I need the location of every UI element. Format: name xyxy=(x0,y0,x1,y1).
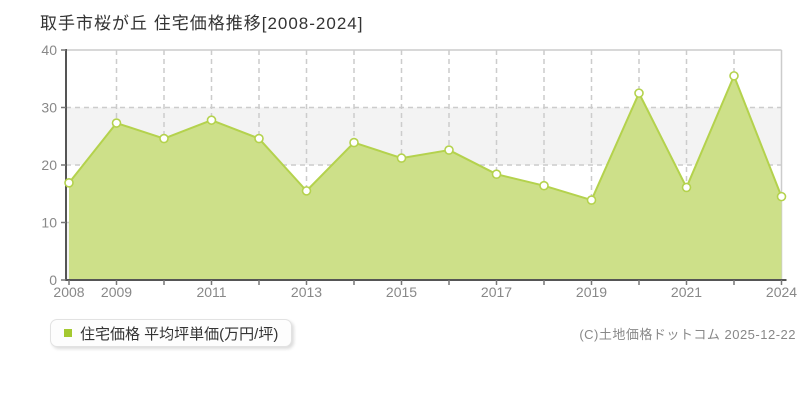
data-point-2017 xyxy=(491,169,502,179)
x-axis-label-2008: 2008 xyxy=(53,284,84,300)
y-axis-label-0: 0 xyxy=(49,272,57,288)
data-point-2020 xyxy=(634,88,644,98)
x-axis-label-2017: 2017 xyxy=(481,284,512,300)
y-axis-label-30: 30 xyxy=(41,100,57,116)
x-axis-label-2011: 2011 xyxy=(196,284,226,300)
data-point-2016 xyxy=(444,145,454,155)
data-point-2021 xyxy=(681,182,692,193)
price-line xyxy=(68,74,783,202)
x-axis-label-2009: 2009 xyxy=(101,284,132,300)
data-point-2010 xyxy=(159,133,169,144)
area-fill xyxy=(69,75,782,280)
x-axis-label-2015: 2015 xyxy=(386,284,417,300)
data-point-2011 xyxy=(206,115,217,125)
y-axis-label-20: 20 xyxy=(41,157,57,173)
copyright-text: (C)土地価格ドットコム 2025-12-22 xyxy=(579,327,796,342)
legend-series-label: 住宅価格 平均坪単価(万円/坪) xyxy=(80,325,279,343)
x-axis-label-2024: 2024 xyxy=(766,284,797,300)
data-point-2024 xyxy=(776,191,787,202)
y-axis-label-10: 10 xyxy=(41,215,57,231)
legend: 住宅価格 平均坪単価(万円/坪) xyxy=(50,319,293,347)
data-point-2022 xyxy=(729,71,739,81)
chart-title: 取手市桜が丘 住宅価格推移[2008-2024] xyxy=(40,14,364,33)
data-point-2014 xyxy=(349,137,359,148)
data-point-2019 xyxy=(586,195,597,205)
data-point-2012 xyxy=(254,133,264,144)
x-axis-label-2021: 2021 xyxy=(671,284,702,300)
legend-series-swatch-icon xyxy=(64,329,72,337)
price-trend-area-chart: 0 10 20 30 40 2008 2009 2011 2013 2015 2017 2019 202… xyxy=(41,42,797,300)
data-point-2009 xyxy=(111,118,122,128)
y-axis-label-40: 40 xyxy=(41,42,57,58)
data-point-2018 xyxy=(539,180,549,191)
x-axis-label-2013: 2013 xyxy=(291,284,322,300)
data-point-2008 xyxy=(64,178,74,188)
x-axis-label-2019: 2019 xyxy=(576,284,607,300)
data-point-2015 xyxy=(396,153,407,163)
data-point-2013 xyxy=(301,186,312,196)
